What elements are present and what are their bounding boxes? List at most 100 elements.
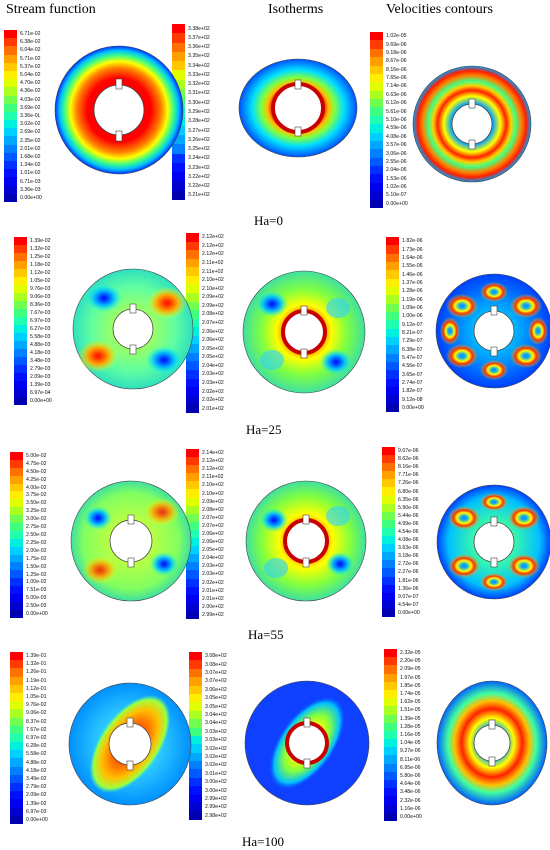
colorbar-segment xyxy=(172,172,185,182)
colorbar-segment xyxy=(14,333,27,341)
colorbar-segment xyxy=(4,169,17,178)
colorbar-segment xyxy=(386,295,399,304)
colorbar-tick-label: 1.46e-06 xyxy=(402,271,423,278)
colorbar-segment xyxy=(172,79,185,89)
colorbar-tick-label: 3.23e+02 xyxy=(188,164,210,171)
colorbar-segment xyxy=(4,144,17,153)
colorbar-segment xyxy=(370,115,383,125)
colorbar-tick-label: 6.71e-03 xyxy=(20,178,41,185)
colorbar-tick-label: 4.18e-03 xyxy=(30,350,51,356)
colorbar-tick-label: 1.25e-02 xyxy=(30,254,51,260)
colorbar-segment xyxy=(382,447,395,456)
colorbar-segment xyxy=(189,660,202,669)
colorbar-tick-label: 7.67e-02 xyxy=(26,726,47,733)
colorbar xyxy=(10,452,23,618)
colorbar-tick-label: 3.27e+02 xyxy=(188,127,210,134)
colorbar-segment xyxy=(14,245,27,253)
colorbar-tick-label: 9.76e-02 xyxy=(26,702,47,709)
colorbar-tick-label: 3.32e+02 xyxy=(188,81,210,88)
colorbar-segment xyxy=(386,320,399,329)
colorbar-segment xyxy=(370,107,383,116)
colorbar-tick-label: 7.51e-03 xyxy=(26,587,47,594)
row-label-ha25: Ha=25 xyxy=(246,422,282,437)
colorbar-tick-label: 1.64e-06 xyxy=(402,254,423,261)
colorbar-segment xyxy=(10,578,23,587)
colorbar-segment xyxy=(189,777,202,787)
colorbar-segment xyxy=(382,455,395,464)
colorbar-tick-label: 9.07e-06 xyxy=(398,448,419,455)
colorbar-segment xyxy=(4,161,17,170)
colorbar-tick-label: 0.00e+00 xyxy=(20,194,42,201)
colorbar-segment xyxy=(14,357,27,365)
colorbar-tick-label: 3.02e-02 xyxy=(20,121,41,128)
colorbar-segment xyxy=(10,609,23,618)
colorbar-tick-label: 1.39e-05 xyxy=(400,715,421,722)
colorbar-segment xyxy=(189,652,202,661)
colorbar-segment xyxy=(186,562,199,571)
colorbar-segment xyxy=(384,673,397,682)
colorbar-tick-label: 1.68e-02 xyxy=(20,153,41,160)
isotherm-plot-ha25 xyxy=(242,270,366,394)
colorbar-segment xyxy=(172,144,185,154)
colorbar-segment xyxy=(4,62,17,71)
colorbar-segment xyxy=(384,665,397,674)
colorbar-tick-label: 6.27e-03 xyxy=(30,326,51,332)
colorbar-segment xyxy=(186,465,199,474)
colorbar-segment xyxy=(10,717,23,726)
colorbar-segment xyxy=(384,796,397,805)
colorbar-segment xyxy=(186,310,199,319)
colorbar-segment xyxy=(172,190,185,200)
colorbar-segment xyxy=(172,153,185,163)
colorbar-segment xyxy=(10,562,23,571)
colorbar-segment xyxy=(370,99,383,108)
colorbar-segment xyxy=(4,38,17,47)
colorbar-tick-label: 6.35e-06 xyxy=(398,496,419,503)
colorbar-tick-label: 1.39e-02 xyxy=(30,238,51,244)
colorbar-tick-label: 2.00e+02 xyxy=(202,603,224,610)
colorbar-segment xyxy=(14,365,27,373)
colorbar-segment xyxy=(382,471,395,480)
colorbar-tick-label: 2.01e-02 xyxy=(20,145,41,152)
colorbar-segment xyxy=(189,761,202,770)
colorbar-tick-label: 2.02e+02 xyxy=(202,397,224,404)
colorbar xyxy=(186,449,199,619)
colorbar-segment xyxy=(384,681,397,690)
colorbar-segment xyxy=(370,48,383,58)
colorbar-tick-label: 5.10e-06 xyxy=(386,117,407,123)
isotherm-plot-ha100 xyxy=(244,680,370,806)
colorbar-segment xyxy=(370,182,383,192)
colorbar-segment xyxy=(4,87,17,96)
colorbar-segment xyxy=(10,546,23,555)
colorbar-tick-label: 3.05e+02 xyxy=(205,703,227,710)
colorbar-segment xyxy=(172,42,185,52)
colorbar-tick-label: 1.02e-05 xyxy=(386,33,407,40)
colorbar-segment xyxy=(382,503,395,512)
colorbar-tick-label: 3.65e-07 xyxy=(402,371,423,378)
colorbar-segment xyxy=(189,811,202,820)
colorbar-segment xyxy=(186,513,199,522)
colorbar-tick-label: 2.14e+02 xyxy=(202,450,224,457)
colorbar-segment xyxy=(10,766,23,775)
colorbar-tick-label: 1.81e-06 xyxy=(398,577,419,584)
colorbar-segment xyxy=(10,783,23,792)
colorbar-tick-label: 2.09e-05 xyxy=(400,666,421,673)
colorbar-tick-label: 1.19e-06 xyxy=(402,296,423,303)
velocity-plot-ha25 xyxy=(435,273,550,389)
colorbar-segment xyxy=(186,457,199,466)
colorbar-tick-label: 1.00e-02 xyxy=(26,579,47,586)
colorbar-segment xyxy=(4,152,17,161)
colorbar-tick-label: 3.48e-03 xyxy=(30,358,51,364)
colorbar-segment xyxy=(382,576,395,585)
colorbar-tick-label: 2.50e-03 xyxy=(26,603,47,610)
colorbar-tick-label: 4.70e-02 xyxy=(20,80,41,87)
colorbar-tick-label: 1.97e-05 xyxy=(400,674,421,681)
colorbar-tick-label: 9.18e-06 xyxy=(386,49,407,56)
colorbar-tick-label: 2.69e-02 xyxy=(20,129,41,136)
colorbar-segment xyxy=(189,677,202,686)
colorbar-tick-label: 8.16e-06 xyxy=(398,464,419,471)
colorbar-segment xyxy=(186,258,199,268)
colorbar-tick-label: 5.37e-02 xyxy=(20,63,41,70)
colorbar-tick-label: 2.12e+02 xyxy=(202,234,224,241)
colorbar-segment xyxy=(172,33,185,43)
colorbar-tick-label: 0.00e+00 xyxy=(386,200,408,207)
